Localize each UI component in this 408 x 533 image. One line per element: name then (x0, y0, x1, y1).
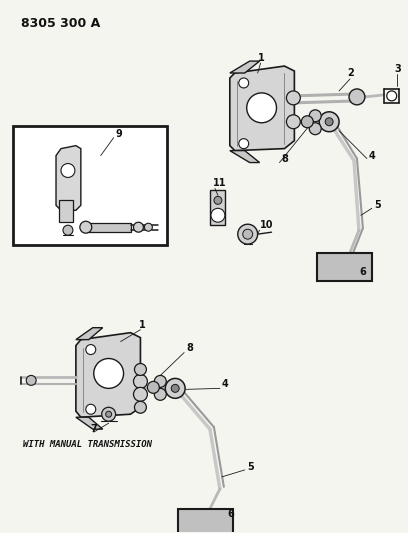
Circle shape (86, 345, 96, 354)
Circle shape (211, 208, 225, 222)
Bar (178, 508, 233, 533)
Text: WITH MANUAL TRANSMISSION: WITH MANUAL TRANSMISSION (23, 440, 152, 449)
Polygon shape (56, 146, 81, 211)
Circle shape (106, 411, 112, 417)
Circle shape (325, 118, 333, 126)
Circle shape (238, 224, 257, 244)
Circle shape (309, 110, 321, 122)
Text: 8: 8 (282, 154, 288, 164)
Circle shape (171, 384, 179, 392)
Circle shape (102, 407, 115, 421)
Polygon shape (230, 66, 295, 151)
Text: 2: 2 (347, 68, 354, 78)
Polygon shape (76, 333, 140, 417)
Bar (13, 126, 167, 245)
Circle shape (302, 116, 313, 128)
Circle shape (147, 382, 159, 393)
Text: 8305 300 A: 8305 300 A (21, 17, 100, 30)
Polygon shape (86, 223, 131, 232)
Circle shape (133, 222, 144, 232)
Circle shape (309, 123, 321, 135)
Circle shape (165, 378, 185, 398)
Polygon shape (76, 417, 103, 429)
Text: 8: 8 (186, 343, 193, 352)
Circle shape (63, 225, 73, 235)
Circle shape (61, 164, 75, 177)
Circle shape (286, 91, 300, 105)
Polygon shape (76, 328, 103, 340)
Text: 5: 5 (248, 462, 255, 472)
Circle shape (144, 223, 152, 231)
Circle shape (247, 93, 277, 123)
Text: 4: 4 (222, 379, 228, 390)
Circle shape (214, 196, 222, 204)
Circle shape (286, 115, 300, 129)
Text: 7: 7 (91, 424, 98, 434)
Text: 11: 11 (213, 179, 226, 189)
Circle shape (135, 401, 146, 413)
Circle shape (154, 389, 166, 400)
Circle shape (133, 375, 147, 389)
Circle shape (94, 359, 124, 389)
Circle shape (239, 139, 249, 149)
Polygon shape (59, 200, 73, 222)
Text: 6: 6 (228, 508, 235, 519)
Text: 6: 6 (359, 267, 366, 277)
Polygon shape (210, 190, 225, 225)
Circle shape (135, 364, 146, 375)
Text: 10: 10 (259, 220, 273, 230)
Circle shape (387, 91, 397, 101)
Circle shape (243, 229, 253, 239)
Polygon shape (230, 61, 259, 73)
Bar (317, 253, 372, 281)
Circle shape (239, 78, 249, 88)
Polygon shape (230, 151, 259, 163)
Circle shape (133, 387, 147, 401)
Circle shape (319, 112, 339, 132)
Circle shape (154, 375, 166, 387)
Circle shape (349, 89, 365, 105)
Circle shape (26, 375, 36, 385)
Text: 1: 1 (257, 53, 264, 63)
Text: 5: 5 (374, 200, 381, 211)
Text: 1: 1 (138, 320, 145, 330)
Circle shape (86, 404, 96, 414)
Text: 9: 9 (115, 128, 122, 139)
Circle shape (80, 221, 92, 233)
Text: 3: 3 (395, 64, 401, 74)
Text: 4: 4 (369, 151, 376, 160)
